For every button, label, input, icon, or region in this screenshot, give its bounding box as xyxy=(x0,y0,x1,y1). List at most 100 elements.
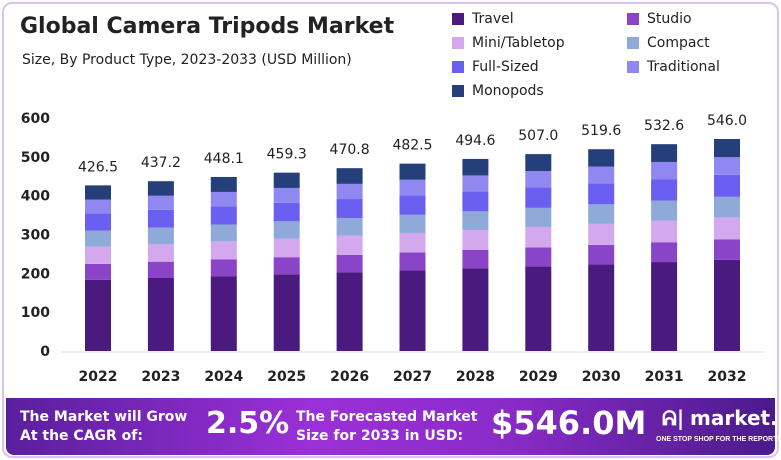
total-data-label: 532.6 xyxy=(644,118,684,134)
y-tick-label: 0 xyxy=(40,344,50,360)
bar-segment-monopods xyxy=(210,176,237,192)
legend-item: Travel xyxy=(452,11,514,27)
chart-title: Global Camera Tripods Market xyxy=(20,14,395,39)
bar-segment-travel xyxy=(525,266,552,351)
total-data-label: 426.5 xyxy=(78,159,118,175)
x-tick-label: 2022 xyxy=(79,369,118,385)
bar-segment-monopods xyxy=(336,168,363,184)
legend-item: Compact xyxy=(627,35,710,51)
legend-item: Full-Sized xyxy=(452,59,539,75)
bar-segment-mini-tabletop xyxy=(273,238,300,258)
legend-swatch xyxy=(627,37,639,49)
bar-segment-mini-tabletop xyxy=(525,226,552,248)
total-data-label: 494.6 xyxy=(455,133,495,149)
cagr-label: The Market will Grow At the CAGR of: xyxy=(20,409,188,444)
bar-segment-travel xyxy=(462,268,489,351)
legend-swatch xyxy=(452,37,464,49)
total-data-label: 519.6 xyxy=(581,123,621,139)
bar-segment-studio xyxy=(588,244,615,265)
bar-segment-traditional xyxy=(147,195,174,210)
bar-segment-travel xyxy=(147,277,174,351)
bar-segment-compact xyxy=(273,221,300,239)
bar-segment-compact xyxy=(85,230,111,247)
bar-segment-full-sized xyxy=(588,183,615,205)
bar-segment-compact xyxy=(336,218,363,236)
bar-segment-traditional xyxy=(651,161,678,180)
bar-segment-monopods xyxy=(651,144,678,162)
total-data-label: 470.8 xyxy=(330,142,370,158)
legend-label: Studio xyxy=(647,11,692,27)
bar-segment-full-sized xyxy=(714,174,740,197)
bar-segment-full-sized xyxy=(210,206,237,225)
bar-segment-monopods xyxy=(85,185,111,200)
bar-segment-compact xyxy=(147,227,174,245)
bar-segment-traditional xyxy=(588,166,615,184)
bar-segment-compact xyxy=(714,196,740,218)
bar-segment-full-sized xyxy=(651,179,678,201)
bar-segment-mini-tabletop xyxy=(462,229,489,250)
bar-segment-monopods xyxy=(525,154,552,172)
bar-segment-travel xyxy=(651,262,678,351)
bar-segment-traditional xyxy=(273,187,300,203)
bar-segment-monopods xyxy=(399,163,426,180)
bar-segment-monopods xyxy=(588,149,615,167)
bar-segment-mini-tabletop xyxy=(588,223,615,245)
bar-segment-full-sized xyxy=(273,202,300,222)
y-tick-label: 100 xyxy=(21,305,50,321)
bar-segment-compact xyxy=(588,204,615,224)
bar-segment-mini-tabletop xyxy=(651,220,678,243)
bar-segment-monopods xyxy=(714,138,740,158)
bar-segment-travel xyxy=(714,259,740,351)
x-tick-label: 2023 xyxy=(141,369,180,385)
y-tick-label: 300 xyxy=(21,228,50,244)
total-data-label: 507.0 xyxy=(518,128,558,144)
bar-segment-mini-tabletop xyxy=(210,241,237,260)
bar-segment-monopods xyxy=(462,158,489,176)
legend-label: Travel xyxy=(472,11,514,27)
bar-segment-traditional xyxy=(714,157,740,175)
x-tick-label: 2029 xyxy=(519,369,558,385)
x-tick-label: 2024 xyxy=(204,369,243,385)
total-data-label: 546.0 xyxy=(707,113,747,129)
bar-segment-studio xyxy=(147,261,174,278)
bar-segment-travel xyxy=(399,270,426,351)
bar-segment-studio xyxy=(399,252,426,271)
bar-segment-full-sized xyxy=(399,195,426,215)
legend-swatch xyxy=(452,61,464,73)
bar-chart: 0 100 200 300 400 500 600 426.5 2022 437.2 2023 448… xyxy=(21,111,765,385)
legend-swatch xyxy=(452,85,464,97)
legend-item: Studio xyxy=(627,11,692,27)
bar-segment-mini-tabletop xyxy=(147,244,174,262)
total-data-label: 459.3 xyxy=(267,147,307,163)
summary-banner: The Market will Grow At the CAGR of: 2.5… xyxy=(6,398,781,455)
x-tick-label: 2025 xyxy=(267,369,306,385)
bar-segment-studio xyxy=(273,257,300,275)
legend-label: Mini/Tabletop xyxy=(472,35,565,51)
bar-segment-full-sized xyxy=(147,209,174,228)
bar-segment-traditional xyxy=(399,179,426,196)
x-tick-label: 2027 xyxy=(393,369,432,385)
y-tick-label: 200 xyxy=(21,266,50,282)
legend-item: Traditional xyxy=(627,59,720,75)
bar-segment-travel xyxy=(588,264,615,351)
x-tick-label: 2032 xyxy=(708,369,747,385)
bar-segment-mini-tabletop xyxy=(85,246,111,264)
x-tick-label: 2026 xyxy=(330,369,369,385)
bar-segment-studio xyxy=(651,242,678,263)
bar-segment-travel xyxy=(336,272,363,351)
legend-swatch xyxy=(627,13,639,25)
bar-segment-full-sized xyxy=(525,187,552,208)
bar-segment-full-sized xyxy=(336,199,363,219)
legend-swatch xyxy=(452,13,464,25)
bar-segment-travel xyxy=(273,274,300,351)
bar-segment-travel xyxy=(85,279,111,351)
bar-segment-traditional xyxy=(85,199,111,214)
bar-segment-compact xyxy=(462,211,489,230)
legend-label: Compact xyxy=(647,35,710,51)
total-data-label: 437.2 xyxy=(141,155,181,171)
y-tick-label: 600 xyxy=(21,111,50,127)
logo-mark-icon: ᕱ| xyxy=(662,406,685,430)
legend-item: Mini/Tabletop xyxy=(452,35,565,51)
bar-segment-studio xyxy=(714,239,740,260)
